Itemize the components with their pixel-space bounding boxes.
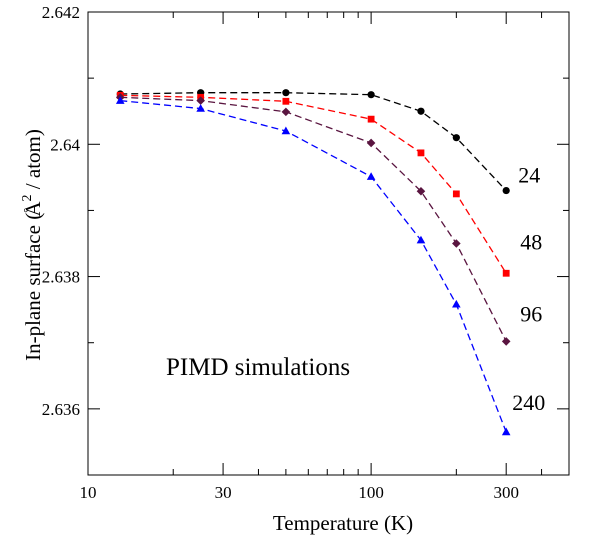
y-axis-unit-base: A bbox=[21, 201, 45, 217]
data-point bbox=[502, 269, 510, 277]
x-tick-label: 100 bbox=[358, 483, 384, 502]
data-point bbox=[417, 149, 425, 157]
data-point bbox=[366, 138, 376, 148]
y-axis-title-text: In-plane surface ( bbox=[21, 213, 45, 361]
series-labels: 24 48 96 240 bbox=[512, 163, 545, 415]
data-point bbox=[367, 115, 375, 123]
axis-ticks: 10 30 100 300 2.636 2.638 2.64 2.642 bbox=[42, 3, 570, 502]
series-label-48: 48 bbox=[520, 229, 542, 254]
data-point bbox=[282, 97, 290, 105]
y-tick-label: 2.638 bbox=[42, 268, 80, 287]
data-point bbox=[452, 134, 460, 142]
data-point bbox=[416, 186, 426, 196]
annotation-text: PIMD simulations bbox=[166, 354, 350, 381]
data-point bbox=[417, 107, 425, 115]
series-24 bbox=[116, 89, 510, 195]
series-line bbox=[120, 96, 507, 342]
series-line bbox=[120, 94, 507, 274]
series-240 bbox=[115, 96, 511, 436]
y-axis-unit-ring: ° bbox=[20, 208, 35, 213]
data-point bbox=[501, 427, 511, 436]
data-point bbox=[282, 89, 290, 97]
y-tick-label: 2.642 bbox=[42, 3, 80, 22]
data-point bbox=[196, 104, 205, 112]
data-point bbox=[366, 172, 376, 180]
y-axis-title: In-plane surface (°A2 / atom) bbox=[20, 129, 45, 361]
series-48 bbox=[116, 91, 510, 277]
data-point bbox=[501, 337, 511, 346]
x-axis-title: Temperature (K) bbox=[273, 511, 413, 535]
y-axis-unit-rest: / atom) bbox=[21, 129, 45, 194]
data-point bbox=[367, 91, 375, 99]
series-label-24: 24 bbox=[518, 163, 540, 188]
data-point bbox=[502, 186, 510, 195]
series-layer bbox=[115, 89, 511, 436]
data-point bbox=[452, 299, 461, 308]
data-point bbox=[452, 190, 460, 198]
series-label-96: 96 bbox=[520, 301, 542, 326]
plot-frame bbox=[87, 11, 570, 476]
y-tick-label: 2.636 bbox=[42, 400, 80, 419]
data-point bbox=[115, 96, 125, 104]
series-96 bbox=[115, 93, 511, 346]
y-tick-label: 2.64 bbox=[50, 135, 80, 154]
x-tick-label: 300 bbox=[493, 483, 519, 502]
data-point bbox=[416, 235, 426, 244]
x-tick-label: 30 bbox=[215, 483, 232, 502]
series-line bbox=[120, 99, 507, 433]
data-point bbox=[281, 126, 291, 135]
data-point bbox=[281, 107, 291, 117]
y-axis-unit-exp: 2 bbox=[20, 194, 35, 201]
data-point bbox=[196, 96, 205, 105]
series-label-240: 240 bbox=[512, 390, 545, 415]
x-tick-label: 10 bbox=[80, 483, 97, 502]
data-point bbox=[452, 239, 461, 248]
